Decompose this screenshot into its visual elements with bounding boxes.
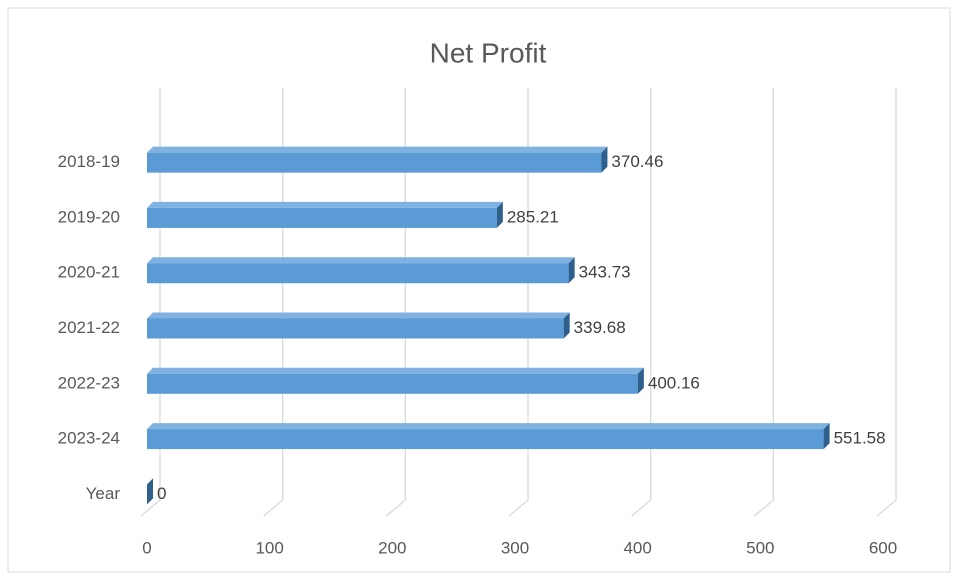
- y-tick-label: Year: [86, 484, 121, 503]
- bar: [147, 373, 638, 394]
- chart-frame: [7, 7, 951, 573]
- x-tick-label: 100: [255, 538, 283, 557]
- bar-top: [147, 257, 575, 264]
- bar: [147, 263, 569, 284]
- data-label: 339.68: [574, 318, 626, 337]
- chart-title: Net Profit: [430, 37, 547, 68]
- data-label: 343.73: [579, 263, 631, 282]
- bar-side: [823, 423, 830, 450]
- bar-side: [568, 257, 575, 284]
- y-tick-label: 2022-23: [58, 373, 120, 392]
- x-tick-label: 300: [501, 538, 529, 557]
- bar-top: [147, 367, 644, 374]
- data-label: 400.16: [648, 373, 700, 392]
- y-tick-label: 2018-19: [58, 152, 120, 171]
- y-tick-label: 2019-20: [58, 207, 120, 226]
- bar-top: [147, 146, 608, 153]
- bar: [147, 318, 564, 339]
- bars: 370.46 285.21 343.73 339.68 400.16 551.58 0: [147, 146, 886, 505]
- bar: [147, 429, 824, 450]
- bar-side: [147, 478, 153, 505]
- grid-line: [631, 88, 652, 517]
- y-tick-label: 2020-21: [58, 263, 120, 282]
- data-label: 285.21: [507, 207, 559, 226]
- data-label: 551.58: [834, 429, 886, 448]
- bar: [147, 207, 497, 228]
- grid-line: [753, 88, 774, 517]
- x-tick-label: 200: [378, 538, 406, 557]
- grid-line: [876, 88, 897, 517]
- x-tick-label: 500: [746, 538, 774, 557]
- grid-line: [508, 88, 529, 517]
- data-label: 0: [157, 484, 166, 503]
- bar-top: [147, 423, 830, 430]
- x-tick-label: 400: [623, 538, 651, 557]
- y-tick-label: 2023-24: [58, 429, 120, 448]
- bar-top: [147, 312, 570, 319]
- y-tick-label: 2021-22: [58, 318, 120, 337]
- bar-side: [637, 367, 644, 394]
- bar-side: [563, 312, 570, 339]
- x-tick-label: 0: [142, 538, 151, 557]
- bar: [147, 152, 602, 173]
- x-tick-label: 600: [869, 538, 897, 557]
- bar-side: [496, 201, 503, 228]
- bar-top: [147, 201, 503, 208]
- data-label: 370.46: [611, 152, 663, 171]
- bar-side: [601, 146, 608, 173]
